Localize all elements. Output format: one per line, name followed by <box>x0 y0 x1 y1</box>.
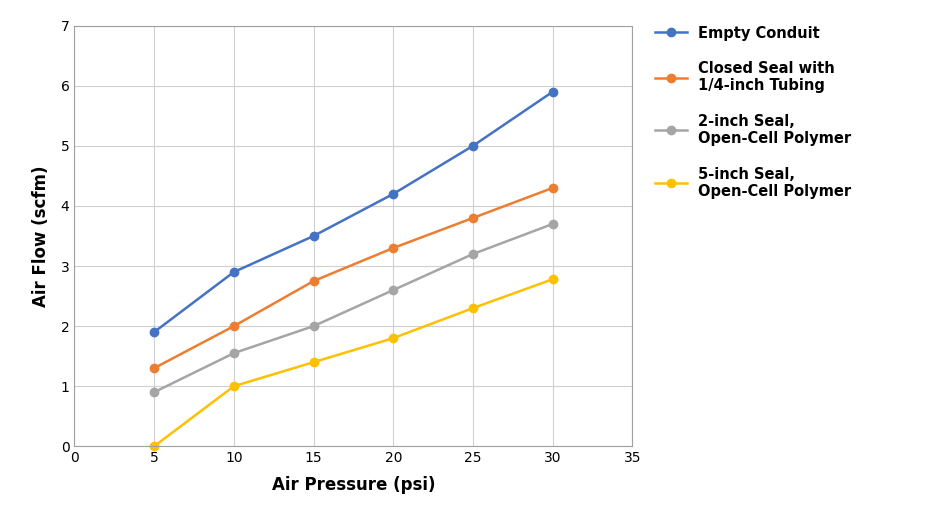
2-inch Seal,
Open-Cell Polymer <box>149 389 160 396</box>
5-inch Seal,
Open-Cell Polymer <box>228 383 239 389</box>
Closed Seal with
1/4-inch Tubing <box>468 215 479 221</box>
Closed Seal with
1/4-inch Tubing <box>547 185 558 191</box>
Empty Conduit <box>547 89 558 95</box>
Legend: Empty Conduit, Closed Seal with
1/4-inch Tubing, 2-inch Seal,
Open-Cell Polymer,: Empty Conduit, Closed Seal with 1/4-inch… <box>655 26 852 199</box>
Empty Conduit <box>468 143 479 149</box>
2-inch Seal,
Open-Cell Polymer <box>468 251 479 257</box>
5-inch Seal,
Open-Cell Polymer <box>149 443 160 449</box>
X-axis label: Air Pressure (psi): Air Pressure (psi) <box>272 476 435 495</box>
Closed Seal with
1/4-inch Tubing <box>388 245 399 251</box>
5-inch Seal,
Open-Cell Polymer <box>468 305 479 311</box>
5-inch Seal,
Open-Cell Polymer <box>388 335 399 341</box>
5-inch Seal,
Open-Cell Polymer <box>308 359 319 365</box>
2-inch Seal,
Open-Cell Polymer <box>228 350 239 356</box>
Empty Conduit <box>149 329 160 335</box>
Empty Conduit <box>308 233 319 239</box>
Line: 5-inch Seal,
Open-Cell Polymer: 5-inch Seal, Open-Cell Polymer <box>150 275 557 450</box>
Line: Empty Conduit: Empty Conduit <box>150 88 557 337</box>
Empty Conduit <box>228 269 239 275</box>
Line: 2-inch Seal,
Open-Cell Polymer: 2-inch Seal, Open-Cell Polymer <box>150 220 557 397</box>
Closed Seal with
1/4-inch Tubing <box>228 323 239 329</box>
Line: Closed Seal with
1/4-inch Tubing: Closed Seal with 1/4-inch Tubing <box>150 184 557 372</box>
2-inch Seal,
Open-Cell Polymer <box>547 221 558 227</box>
2-inch Seal,
Open-Cell Polymer <box>388 287 399 293</box>
Closed Seal with
1/4-inch Tubing <box>308 278 319 284</box>
5-inch Seal,
Open-Cell Polymer <box>547 276 558 282</box>
Closed Seal with
1/4-inch Tubing <box>149 365 160 371</box>
2-inch Seal,
Open-Cell Polymer <box>308 323 319 329</box>
Empty Conduit <box>388 191 399 197</box>
Y-axis label: Air Flow (scfm): Air Flow (scfm) <box>32 165 49 307</box>
